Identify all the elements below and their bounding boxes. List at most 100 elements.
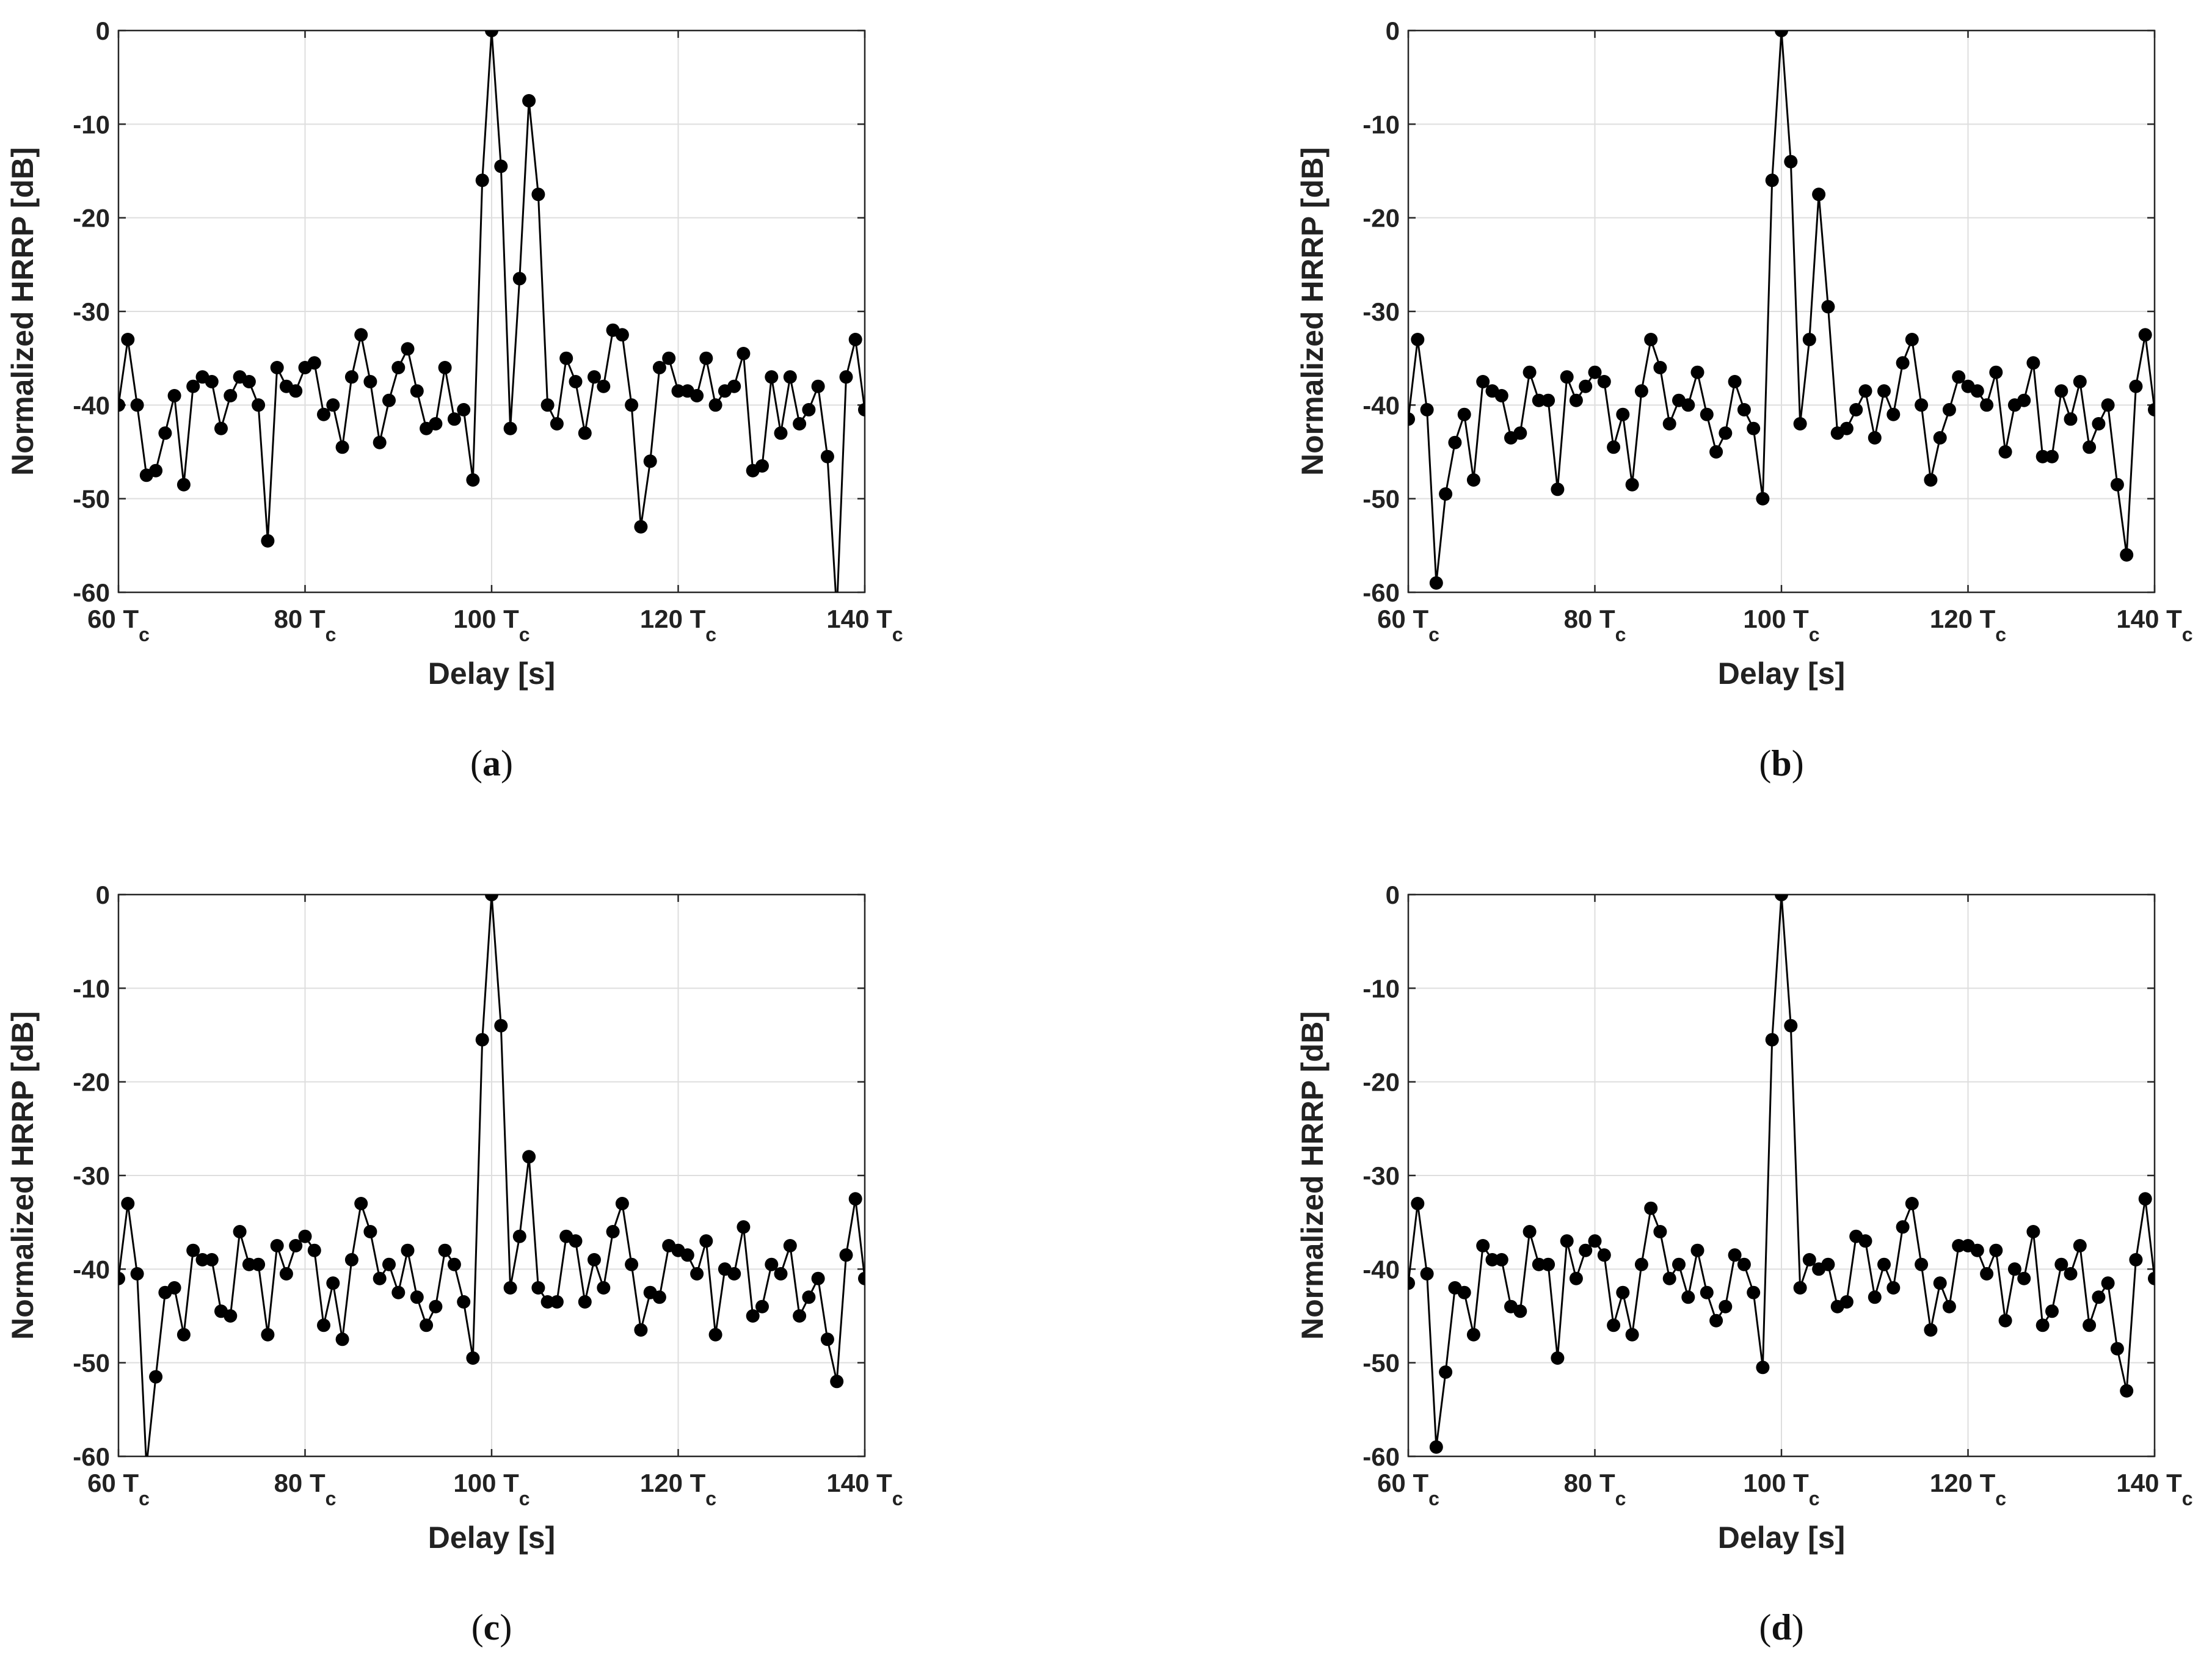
- y-tick-label: -40: [1362, 391, 1400, 420]
- data-point: [1775, 31, 1788, 37]
- data-point: [289, 1239, 303, 1252]
- data-point: [1551, 1351, 1565, 1365]
- data-point: [149, 1370, 163, 1384]
- data-point: [1569, 1271, 1583, 1285]
- data-point: [1466, 473, 1480, 487]
- y-tick-label: -40: [73, 1255, 110, 1284]
- data-point: [307, 1243, 321, 1257]
- data-point: [848, 333, 862, 346]
- data-point: [2036, 1318, 2050, 1332]
- data-point: [1747, 421, 1761, 435]
- x-tick-label-main: 60 T: [87, 605, 139, 633]
- data-point: [634, 1323, 648, 1337]
- x-tick-label-subscript: c: [705, 623, 716, 645]
- data-point: [1607, 440, 1621, 454]
- panel-caption-close: ): [1792, 743, 1804, 783]
- data-point: [1709, 1313, 1723, 1328]
- data-point: [550, 1295, 564, 1309]
- data-point: [1719, 1299, 1733, 1313]
- data-point: [391, 361, 406, 374]
- data-point: [1662, 1271, 1676, 1285]
- data-point: [1989, 365, 2003, 379]
- data-point: [634, 520, 648, 534]
- data-point: [466, 1351, 480, 1365]
- panel-caption: (d): [1759, 1607, 1803, 1648]
- data-point: [2017, 1271, 2031, 1285]
- data-point: [1924, 1323, 1938, 1337]
- y-tick-label: -60: [73, 1442, 110, 1471]
- data-point: [1541, 1257, 1555, 1271]
- x-tick-label-main: 140 T: [2116, 605, 2182, 633]
- x-tick-label-main: 60 T: [1377, 1469, 1428, 1497]
- data-point: [261, 534, 275, 548]
- data-point: [1513, 1304, 1527, 1318]
- x-tick-label-subscript: c: [519, 1488, 530, 1509]
- data-point: [2064, 1267, 2078, 1281]
- data-point: [569, 1234, 583, 1248]
- panel-caption-close: ): [500, 1607, 512, 1648]
- y-tick-label: -10: [1362, 110, 1400, 139]
- data-point: [2120, 1384, 2134, 1398]
- data-point: [512, 1229, 526, 1243]
- data-point: [774, 426, 788, 440]
- data-point: [1812, 187, 1826, 202]
- data-point: [1457, 407, 1471, 421]
- series-hrrp: [118, 31, 865, 592]
- data-point: [1560, 370, 1574, 384]
- data-point: [708, 398, 722, 412]
- x-tick-label: 140 Tc: [826, 605, 903, 645]
- data-point: [680, 1248, 694, 1262]
- data-point: [625, 1257, 639, 1271]
- data-point: [130, 398, 144, 412]
- x-tick-label-main: 140 T: [826, 1469, 892, 1497]
- data-point: [429, 1299, 443, 1313]
- x-tick-label: 80 Tc: [1564, 605, 1626, 645]
- data-point: [578, 1295, 592, 1309]
- data-point: [2064, 412, 2078, 426]
- data-point: [662, 351, 676, 365]
- data-point: [540, 1295, 555, 1309]
- data-point: [335, 440, 349, 454]
- data-point: [1644, 1201, 1658, 1215]
- data-point: [811, 379, 825, 393]
- data-point: [1653, 1225, 1667, 1238]
- data-point: [205, 1253, 219, 1266]
- data-point: [522, 94, 536, 107]
- data-point: [1821, 1257, 1835, 1271]
- x-tick-label-subscript: c: [1428, 1488, 1439, 1509]
- data-point: [1420, 403, 1434, 416]
- data-point: [1579, 1243, 1593, 1257]
- data-point: [737, 1220, 751, 1234]
- data-point: [149, 463, 163, 478]
- data-point: [354, 328, 368, 342]
- data-point: [671, 384, 685, 398]
- data-point: [1634, 384, 1648, 398]
- data-point: [289, 384, 303, 398]
- data-point: [597, 379, 611, 393]
- data-point: [252, 1257, 266, 1271]
- data-point: [317, 1318, 330, 1332]
- x-axis-label: Delay [s]: [428, 656, 555, 691]
- data-point: [531, 187, 545, 202]
- data-point: [1989, 1243, 2003, 1257]
- data-point: [802, 1290, 816, 1304]
- data-point: [1408, 1276, 1415, 1290]
- x-tick-label: 60 Tc: [87, 605, 150, 645]
- y-tick-label: -30: [73, 1161, 110, 1190]
- data-point: [1952, 370, 1966, 384]
- series-hrrp: [1408, 895, 2155, 1454]
- data-point: [1915, 1257, 1929, 1271]
- data-point: [447, 1257, 461, 1271]
- data-point: [1933, 431, 1947, 445]
- data-point: [224, 389, 238, 402]
- y-tick-label: -50: [73, 485, 110, 514]
- x-tick-label: 100 Tc: [453, 605, 529, 645]
- panel-caption-close: ): [501, 743, 513, 783]
- data-point: [1784, 154, 1798, 169]
- data-point: [588, 370, 601, 384]
- data-point: [597, 1281, 611, 1295]
- data-point: [2148, 403, 2155, 416]
- data-point: [1980, 1267, 1994, 1281]
- data-point: [1569, 393, 1583, 407]
- data-point: [1625, 1328, 1639, 1342]
